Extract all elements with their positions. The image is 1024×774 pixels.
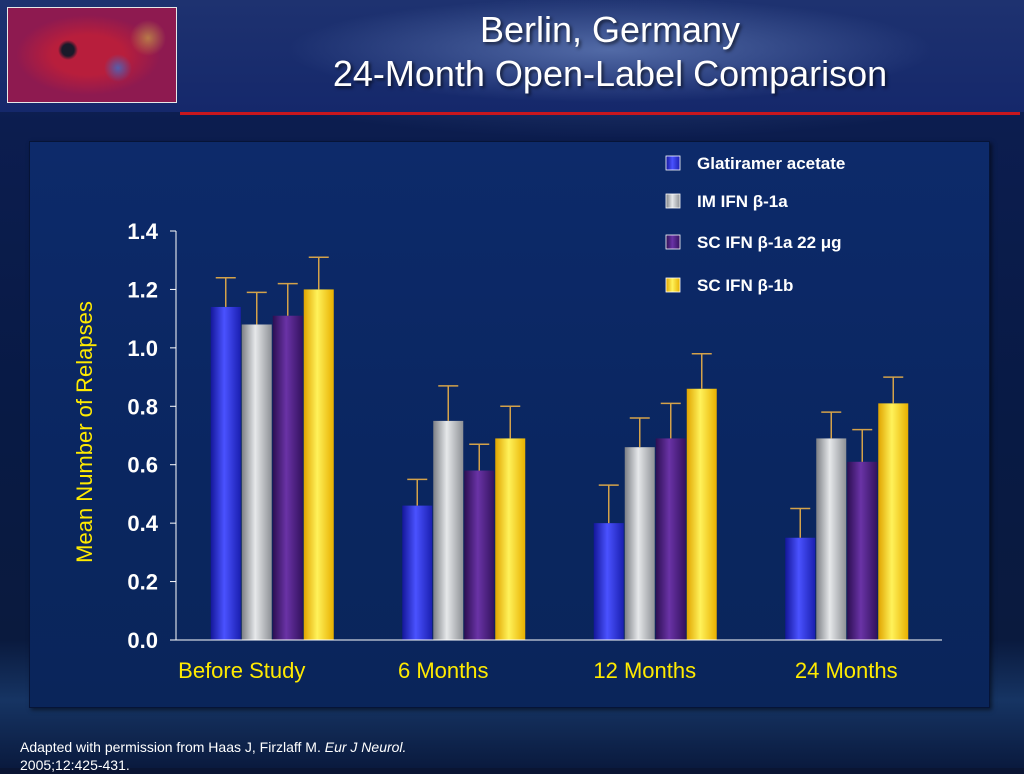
x-tick-label: 12 Months — [593, 658, 696, 683]
axes — [175, 231, 942, 641]
legend: Glatiramer acetate IM IFN β-1a SC IFN β-1a… — [665, 154, 845, 295]
footer-reference: 2005;12:425-431. — [20, 757, 130, 773]
tissue-image-thumbnail — [7, 7, 177, 103]
y-tick-label: 1.4 — [127, 219, 158, 244]
bar — [686, 388, 717, 640]
x-axis-labels: Before Study 6 Months 12 Months 24 Months — [178, 658, 897, 683]
y-axis-ticks: 0.0 0.2 0.4 0.6 0.8 1.0 1.2 1.4 — [127, 219, 176, 653]
y-tick-label: 0.8 — [127, 394, 158, 419]
bar — [593, 523, 624, 640]
bar — [464, 470, 495, 640]
x-tick-label: Before Study — [178, 658, 305, 683]
header-divider-line — [180, 112, 1020, 115]
legend-swatch — [665, 277, 681, 293]
header-highlight — [180, 0, 1024, 112]
x-tick-label: 6 Months — [398, 658, 489, 683]
bars — [210, 289, 909, 640]
bar — [816, 438, 847, 640]
error-bars — [215, 256, 904, 538]
y-tick-label: 1.0 — [127, 336, 158, 361]
y-tick-label: 0.4 — [127, 511, 158, 536]
bar — [878, 403, 909, 640]
legend-label: SC IFN β-1a 22 μg — [697, 233, 842, 252]
bar — [303, 289, 334, 640]
footer-citation: Adapted with permission from Haas J, Fir… — [20, 738, 620, 774]
bar — [495, 438, 526, 640]
bar — [433, 420, 464, 640]
y-tick-label: 0.0 — [127, 628, 158, 653]
footer-source: Adapted with permission from Haas J, Fir… — [20, 739, 321, 755]
bar — [210, 306, 241, 640]
bar — [402, 505, 433, 640]
footer-journal: Eur J Neurol. — [324, 739, 407, 755]
legend-swatch — [665, 193, 681, 209]
bar — [624, 447, 655, 640]
legend-swatch — [665, 234, 681, 250]
y-tick-label: 0.6 — [127, 453, 158, 478]
bar — [785, 537, 816, 640]
x-tick-label: 24 Months — [795, 658, 898, 683]
y-axis-label: Mean Number of Relapses — [72, 301, 97, 563]
slide-title-line-2: 24-Month Open-Label Comparison — [332, 53, 888, 94]
bar — [272, 315, 303, 640]
bar — [241, 324, 272, 640]
bar — [847, 461, 878, 640]
legend-label: SC IFN β-1b — [697, 276, 793, 295]
slide-title-line-1: Berlin, Germany — [479, 9, 741, 50]
legend-label: Glatiramer acetate — [697, 154, 845, 173]
legend-swatch — [665, 155, 681, 171]
y-tick-label: 1.2 — [127, 277, 158, 302]
bar — [655, 438, 686, 640]
legend-label: IM IFN β-1a — [697, 192, 788, 211]
y-tick-label: 0.2 — [127, 570, 158, 595]
